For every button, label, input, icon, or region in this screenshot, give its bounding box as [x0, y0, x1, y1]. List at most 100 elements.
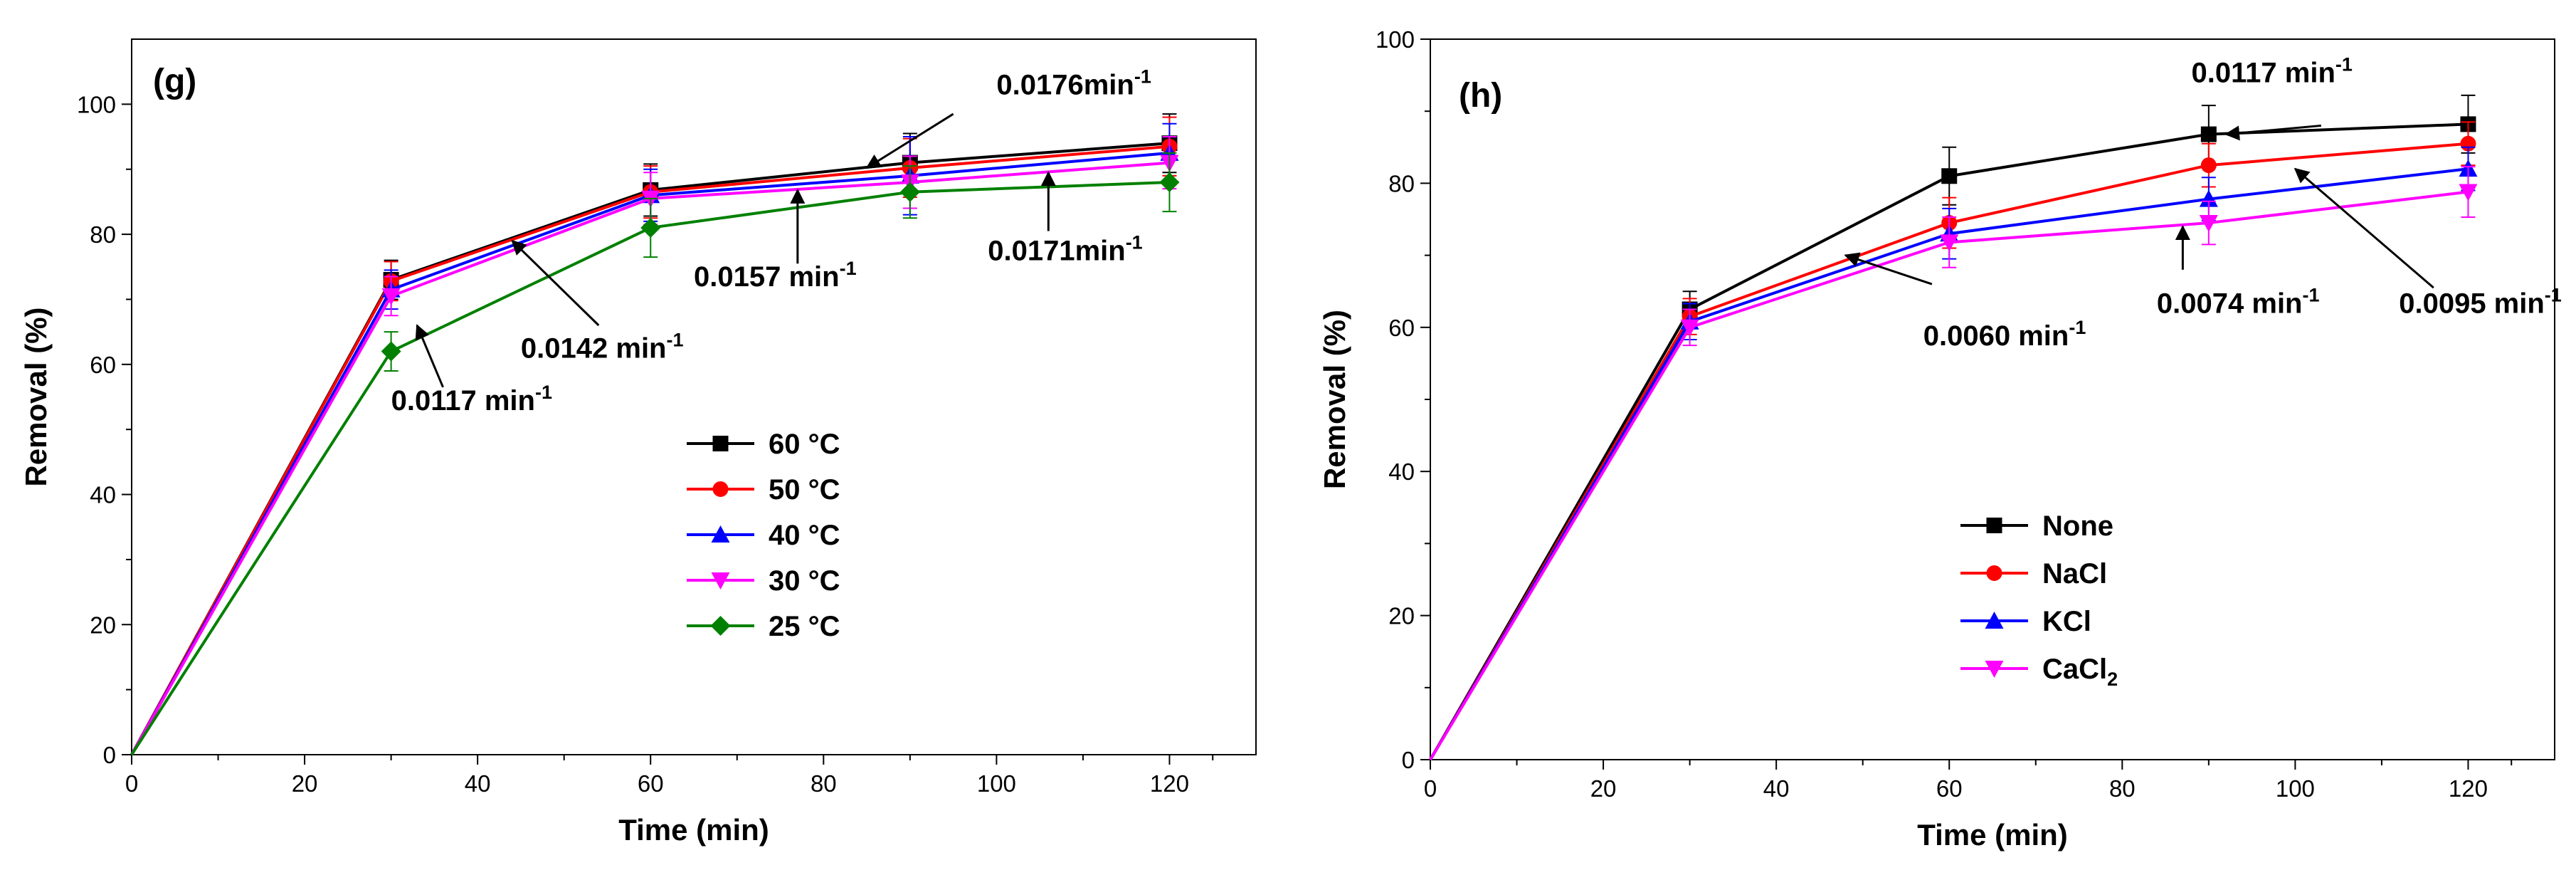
y-tick-label: 0 — [1402, 747, 1415, 773]
y-tick-label: 0 — [103, 742, 116, 768]
data-point — [1159, 172, 1180, 192]
data-point — [899, 182, 920, 202]
legend-label: NaCl — [2042, 558, 2107, 590]
annotation-arrow — [1844, 252, 1933, 285]
legend-marker — [712, 481, 729, 497]
annotation-arrow — [511, 239, 600, 327]
y-tick-label: 20 — [1388, 603, 1415, 629]
rate-constant-label: 0.0176min-1 — [996, 66, 1151, 101]
data-point — [2200, 126, 2217, 142]
panel-g-chart: 0 20 40 60 80 100 120 0 20 40 60 80 100 Time (min) Rem… — [19, 38, 1257, 847]
legend-label: 25 °C — [769, 611, 840, 642]
plot-frame — [131, 38, 1257, 755]
legend-marker — [710, 616, 731, 636]
legend-item: 40 °C — [687, 520, 840, 551]
legend-marker — [711, 572, 730, 590]
rate-constant-label: 0.0117 min-1 — [2192, 54, 2353, 89]
y-tick-label: 60 — [90, 352, 116, 378]
legend: 60 °C 50 °C 40 °C 30 °C 25 °C — [687, 429, 840, 642]
x-tick-label: 60 — [1936, 775, 1963, 802]
x-tick-label: 20 — [292, 770, 318, 797]
x-tick-label: 100 — [977, 770, 1016, 797]
legend-marker — [1986, 518, 2002, 533]
y-tick-label: 60 — [1388, 315, 1415, 341]
x-tick-label: 120 — [2449, 775, 2488, 802]
data-point — [1940, 234, 1959, 252]
legend-item: NaCl — [1960, 558, 2107, 590]
rate-constant-label: 0.0142 min-1 — [521, 330, 684, 365]
data-point — [1680, 319, 1699, 337]
legend-item: 50 °C — [687, 474, 840, 505]
x-tick-label: 40 — [465, 770, 491, 797]
rate-constant-label: 0.0095 min-1 — [2399, 285, 2562, 320]
data-point — [1941, 168, 1958, 184]
annotation-arrow — [2293, 167, 2434, 289]
series-4 — [130, 152, 1180, 756]
rate-constant-label: 0.0171min-1 — [988, 232, 1142, 267]
legend-marker — [1985, 612, 2004, 629]
y-tick-label: 40 — [90, 482, 116, 508]
series-0 — [1429, 94, 2476, 760]
legend-label: 50 °C — [769, 474, 840, 505]
x-tick-label: 0 — [125, 770, 138, 797]
rate-constant-label: 0.0060 min-1 — [1923, 317, 2086, 352]
legend-item: 25 °C — [687, 611, 840, 642]
legend-label: 30 °C — [769, 565, 840, 597]
data-point — [2199, 215, 2218, 233]
panel-label: (g) — [153, 63, 196, 100]
y-tick-label: 20 — [90, 612, 116, 638]
legend-item: 30 °C — [687, 565, 840, 597]
series-0 — [130, 113, 1178, 755]
legend-label: CaCl2 — [2042, 654, 2118, 690]
legend-item: KCl — [1960, 606, 2091, 637]
legend-item: 60 °C — [687, 429, 840, 460]
legend-label: 40 °C — [769, 520, 840, 551]
y-axis-title: Removal (%) — [1318, 310, 1351, 489]
legend-marker — [1986, 565, 2002, 581]
annotation-arrow — [415, 324, 444, 388]
legend-marker — [712, 436, 729, 451]
x-tick-label: 0 — [1424, 775, 1437, 802]
rate-constant-label: 0.0117 min-1 — [391, 382, 552, 416]
x-tick-label: 40 — [1763, 775, 1790, 802]
data-point — [2199, 189, 2218, 207]
legend-item: CaCl2 — [1960, 654, 2118, 690]
legend-marker — [711, 525, 730, 543]
legend-label: KCl — [2042, 606, 2091, 637]
x-tick-label: 100 — [2276, 775, 2315, 802]
annotation-arrow — [865, 112, 954, 169]
y-tick-label: 80 — [1388, 170, 1415, 197]
legend-label: None — [2042, 510, 2113, 542]
series-line — [1429, 190, 2469, 761]
annotation-arrow — [2224, 124, 2321, 141]
rate-constant-label: 0.0074 min-1 — [2157, 285, 2320, 320]
x-tick-label: 60 — [638, 770, 664, 797]
x-tick-label: 20 — [1590, 775, 1617, 802]
y-axis-title: Removal (%) — [19, 307, 53, 486]
data-point — [2200, 157, 2217, 174]
panel-label: (h) — [1459, 77, 1502, 115]
legend-label: 60 °C — [769, 429, 840, 460]
legend-marker — [1985, 661, 2004, 678]
series-1 — [130, 116, 1178, 755]
panel-h-chart: 0 20 40 60 80 100 120 0 20 40 60 80 100 Time (min) Rem… — [1318, 26, 2562, 852]
y-tick-label: 40 — [1388, 459, 1415, 485]
series-3 — [1429, 166, 2478, 761]
data-point — [381, 288, 401, 305]
data-point — [2459, 184, 2478, 201]
rate-constant-label: 0.0157 min-1 — [694, 258, 857, 293]
x-tick-label: 120 — [1150, 770, 1189, 797]
data-point — [640, 217, 661, 238]
legend-item: None — [1960, 510, 2113, 542]
data-point — [381, 341, 401, 362]
y-tick-label: 100 — [77, 91, 116, 117]
legend: None NaCl KCl CaCl2 — [1960, 510, 2118, 690]
x-axis-title: Time (min) — [1917, 818, 2068, 852]
y-tick-label: 100 — [1376, 26, 1415, 53]
x-tick-label: 80 — [2109, 775, 2136, 802]
x-tick-label: 80 — [811, 770, 837, 797]
x-axis-title: Time (min) — [618, 813, 769, 847]
plot-frame — [1430, 38, 2555, 760]
y-tick-label: 80 — [90, 221, 116, 248]
